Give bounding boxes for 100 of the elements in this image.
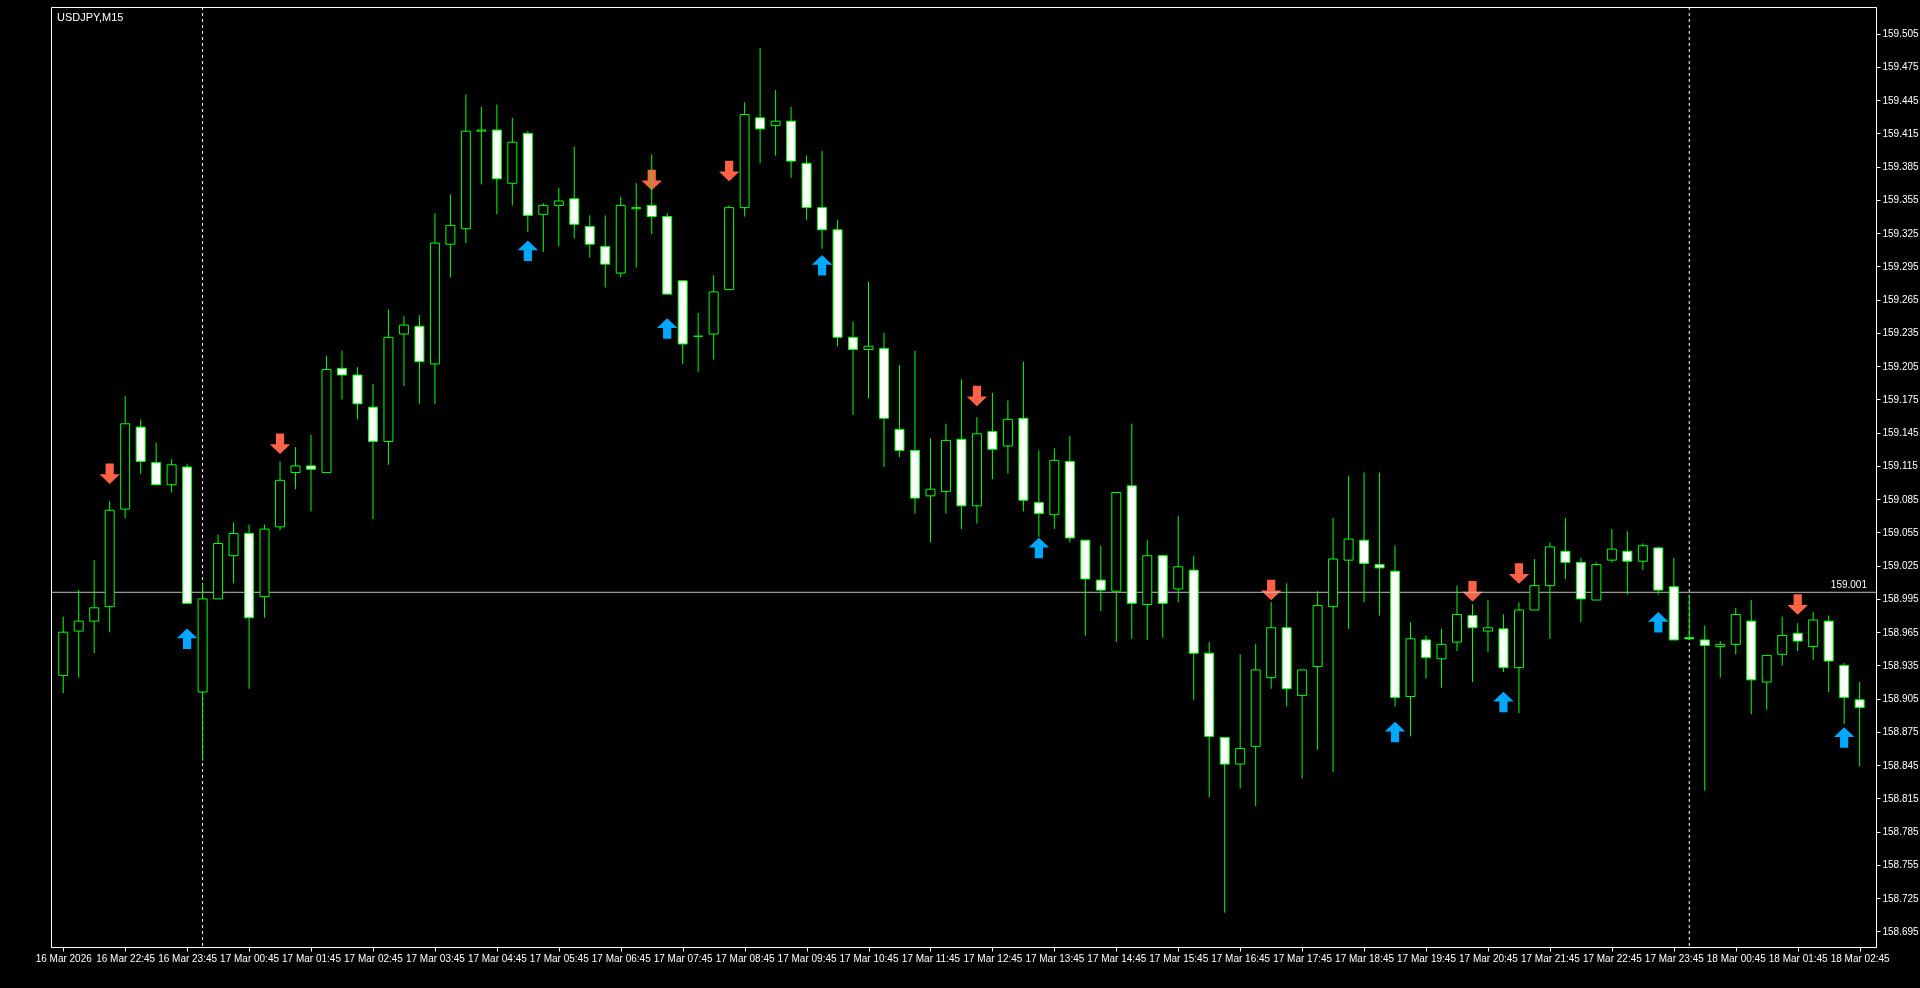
x-tick-label: 17 Mar 06:45 <box>591 952 652 964</box>
candlestick <box>1482 599 1493 653</box>
candlestick <box>1421 635 1432 680</box>
candlestick <box>1173 515 1184 603</box>
candlestick <box>1374 472 1385 617</box>
candlestick <box>73 589 84 679</box>
point <box>1508 563 1530 584</box>
x-tick-label: 17 Mar 12:45 <box>963 952 1023 964</box>
y-tick-label: 158.755 <box>1882 859 1920 871</box>
candlestick <box>476 106 487 185</box>
candlestick <box>894 364 905 458</box>
x-tick-label: 17 Mar 00:45 <box>220 952 280 964</box>
candlestick <box>1715 640 1726 679</box>
y-tick-label: 159.475 <box>1882 61 1920 73</box>
candlestick <box>770 89 781 157</box>
candlestick <box>1436 628 1447 689</box>
point <box>1648 611 1669 633</box>
y-tick-label: 158.815 <box>1882 792 1920 804</box>
y-tick-label: 159.145 <box>1882 427 1920 439</box>
candlestick <box>1637 543 1648 571</box>
y-tick-label: 159.505 <box>1882 28 1920 40</box>
candlestick <box>925 437 936 543</box>
x-tick-label: 17 Mar 08:45 <box>715 952 776 964</box>
point <box>269 433 291 454</box>
x-tick-label: 17 Mar 03:45 <box>405 952 466 964</box>
x-tick-label: 16 Mar 2026 <box>35 952 93 964</box>
candlestick <box>306 434 317 512</box>
y-tick-label: 158.785 <box>1882 826 1920 838</box>
candlestick <box>600 214 611 288</box>
y-tick-label: 159.205 <box>1882 360 1920 372</box>
point <box>99 463 120 484</box>
candlestick <box>336 350 347 400</box>
x-tick-label: 17 Mar 17:45 <box>1273 952 1333 964</box>
x-tick-label: 17 Mar 09:45 <box>777 952 837 964</box>
point <box>1384 721 1406 743</box>
candlestick <box>1033 449 1044 538</box>
x-tick-label: 17 Mar 07:45 <box>653 952 714 964</box>
x-tick-label: 16 Mar 22:45 <box>96 952 156 964</box>
x-tick-label: 17 Mar 01:45 <box>282 952 342 964</box>
candlestick <box>1235 653 1246 789</box>
x-tick-label: 17 Mar 20:45 <box>1459 952 1519 964</box>
y-tick-label: 159.265 <box>1882 294 1920 306</box>
point <box>966 385 988 407</box>
y-tick-label: 159.355 <box>1882 194 1920 206</box>
candlestick <box>228 521 239 584</box>
y-tick-label: 159.445 <box>1882 94 1920 106</box>
point <box>811 255 833 276</box>
point <box>1833 727 1855 748</box>
x-tick-label: 17 Mar 19:45 <box>1397 952 1457 964</box>
chart-title: USDJPY,M15 <box>57 10 124 23</box>
candlestick <box>1684 594 1695 641</box>
x-tick-label: 17 Mar 11:45 <box>901 952 961 964</box>
x-tick-label: 16 Mar 23:45 <box>158 952 218 964</box>
point <box>1787 594 1808 615</box>
candlestick <box>1777 616 1788 666</box>
candlestick <box>538 202 549 253</box>
candlestick <box>1343 475 1354 630</box>
y-tick-label: 158.845 <box>1882 759 1920 771</box>
y-tick-label: 158.875 <box>1882 726 1920 738</box>
candlestick <box>89 559 100 654</box>
y-tick-label: 158.935 <box>1882 659 1920 671</box>
candlestick <box>398 315 409 387</box>
x-tick-label: 17 Mar 13:45 <box>1025 952 1085 964</box>
point <box>718 160 740 182</box>
candlestick <box>987 392 998 480</box>
y-tick-label: 159.235 <box>1882 327 1920 339</box>
candlestick <box>1854 681 1865 767</box>
point <box>176 628 198 650</box>
candlestick <box>1606 528 1617 563</box>
x-tick-label: 18 Mar 02:45 <box>1830 952 1891 964</box>
candlestick <box>1359 472 1370 603</box>
candlestick <box>755 47 766 164</box>
point <box>656 318 678 339</box>
candlestick <box>1792 622 1803 652</box>
x-tick-label: 17 Mar 23:45 <box>1644 952 1705 964</box>
y-tick-label: 158.905 <box>1882 693 1920 705</box>
point <box>1028 537 1050 559</box>
x-tick-label: 17 Mar 10:45 <box>839 952 899 964</box>
candlestick <box>646 153 657 235</box>
x-tick-label: 17 Mar 02:45 <box>343 952 404 964</box>
candlestick <box>290 446 301 490</box>
y-tick-label: 159.085 <box>1882 493 1920 505</box>
ref-line-label: 159.001 <box>1830 579 1868 591</box>
x-tick-label: 17 Mar 21:45 <box>1520 952 1581 964</box>
x-tick-label: 17 Mar 14:45 <box>1087 952 1147 964</box>
y-tick-label: 159.175 <box>1882 393 1920 405</box>
y-tick-label: 158.725 <box>1882 892 1920 904</box>
x-tick-label: 17 Mar 16:45 <box>1211 952 1271 964</box>
y-tick-label: 159.385 <box>1882 161 1920 173</box>
candlestick <box>848 321 859 416</box>
x-tick-label: 17 Mar 15:45 <box>1149 952 1209 964</box>
point <box>517 240 539 262</box>
candlestick <box>1622 530 1633 595</box>
candlestick <box>553 187 564 247</box>
point <box>1493 691 1514 713</box>
candlestick <box>1560 517 1571 580</box>
y-tick-label: 159.325 <box>1882 227 1920 239</box>
candlestick <box>1467 603 1478 683</box>
x-tick-label: 18 Mar 00:45 <box>1706 952 1767 964</box>
candlestick <box>166 458 177 494</box>
